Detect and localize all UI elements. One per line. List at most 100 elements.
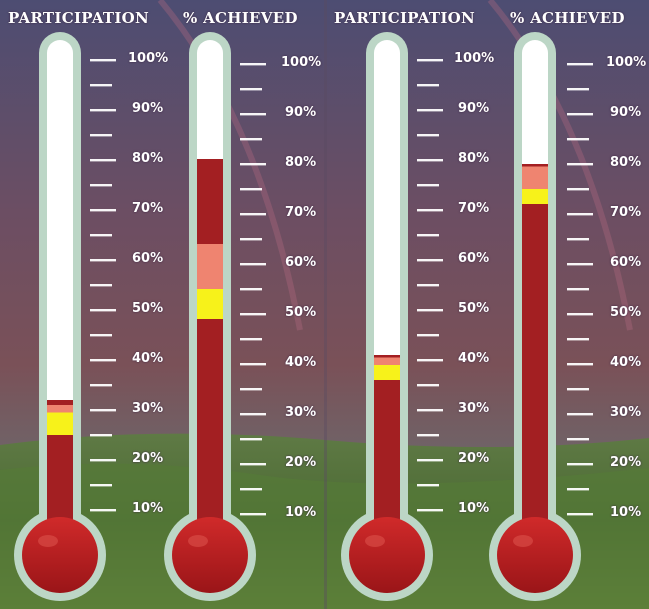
panel-1-tick-label-80: 80%	[132, 151, 164, 166]
panel-3-tick-55	[417, 284, 439, 287]
panel-1-tick-70	[90, 209, 116, 212]
panel-4-tick-label-80: 80%	[610, 155, 642, 170]
panel-3-tick-60	[417, 259, 443, 262]
panel-3-tick-50	[417, 309, 443, 312]
panel-4-tick-70	[567, 213, 593, 216]
panel-3-fill-yellow	[374, 365, 400, 380]
panel-4-tick-label-20: 20%	[610, 455, 642, 470]
panel-3-tick-label-100: 100%	[454, 51, 495, 66]
panel-4-tick-label-70: 70%	[610, 205, 642, 220]
panel-1-fill-top	[47, 400, 73, 405]
panel-1-bulb-highlight	[38, 535, 58, 547]
panel-4-fill-bar	[522, 204, 548, 555]
panel-2-tick-15	[240, 488, 262, 491]
panel-3-tick-25	[417, 434, 439, 437]
panel-2-title: % ACHIEVED	[183, 9, 298, 27]
panel-1-tick-label-70: 70%	[132, 201, 164, 216]
panel-4-tick-10	[567, 513, 593, 516]
panel-1-tick-65	[90, 234, 112, 237]
panel-3-tick-65	[417, 234, 439, 237]
panel-1-tick-95	[90, 84, 112, 87]
panel-2-tick-label-80: 80%	[285, 155, 317, 170]
panel-1-tick-label-10: 10%	[132, 501, 164, 516]
panel-2-tick-80	[240, 163, 266, 166]
panel-4-tick-label-50: 50%	[610, 305, 642, 320]
panel-2-tick-35	[240, 388, 262, 391]
panel-1-tick-55	[90, 284, 112, 287]
panel-1-tick-90	[90, 109, 116, 112]
panel-4-tick-100	[567, 63, 593, 66]
panel-4-tick-35	[567, 388, 589, 391]
panel-2-tick-label-90: 90%	[285, 105, 317, 120]
panel-3-tick-100	[417, 59, 443, 62]
panel-1-tick-label-20: 20%	[132, 451, 164, 466]
panel-3-bulb-highlight	[365, 535, 385, 547]
panel-1-tick-80	[90, 159, 116, 162]
panel-2-tick-70	[240, 213, 266, 216]
panel-4-tick-50	[567, 313, 593, 316]
panel-3-tick-label-60: 60%	[458, 251, 490, 266]
panel-3-tick-90	[417, 109, 443, 112]
panel-1-tick-60	[90, 259, 116, 262]
panel-3-tick-label-80: 80%	[458, 151, 490, 166]
panel-4-tick-15	[567, 488, 589, 491]
panel-3-tick-30	[417, 409, 443, 412]
panel-3-tick-label-50: 50%	[458, 301, 490, 316]
panel-2-tick-95	[240, 88, 262, 91]
panel-4-bulb-highlight	[513, 535, 533, 547]
panel-3-tick-10	[417, 509, 443, 512]
panel-4-tick-85	[567, 138, 589, 141]
panel-2-tick-label-10: 10%	[285, 505, 317, 520]
panel-3-title: PARTICIPATION	[334, 9, 476, 27]
panel-2-tick-30	[240, 413, 266, 416]
panel-2-tick-40	[240, 363, 266, 366]
panel-3-tick-95	[417, 84, 439, 87]
panel-1-tick-label-50: 50%	[132, 301, 164, 316]
panel-4-tick-75	[567, 188, 589, 191]
panel-3-tick-45	[417, 334, 439, 337]
panel-2-tick-45	[240, 338, 262, 341]
panel-2-fill-top	[197, 159, 223, 244]
panel-1-tick-25	[90, 434, 112, 437]
panel-1-tick-label-30: 30%	[132, 401, 164, 416]
panel-4-fill-top	[522, 164, 548, 167]
panel-3-tick-label-40: 40%	[458, 351, 490, 366]
panel-4-tick-65	[567, 238, 589, 241]
panel-1-tick-75	[90, 184, 112, 187]
panel-2-fill-yellow	[197, 289, 223, 319]
panel-2-fill-bar	[197, 319, 223, 555]
panel-2-tick-label-70: 70%	[285, 205, 317, 220]
panel-3-tick-label-10: 10%	[458, 501, 490, 516]
panel-4-tick-60	[567, 263, 593, 266]
panel-1-tick-45	[90, 334, 112, 337]
panel-2-tick-75	[240, 188, 262, 191]
panel-2-tick-25	[240, 438, 262, 441]
panel-3-tick-75	[417, 184, 439, 187]
panel-4-tick-label-30: 30%	[610, 405, 642, 420]
panel-2-fill-salmon	[197, 244, 223, 289]
panel-4-fill-yellow	[522, 189, 548, 204]
panel-4-tick-30	[567, 413, 593, 416]
panel-4-tick-55	[567, 288, 589, 291]
panel-4-tick-25	[567, 438, 589, 441]
panel-4-tick-95	[567, 88, 589, 91]
panel-1-tick-10	[90, 509, 116, 512]
panel-1-tick-35	[90, 384, 112, 387]
panel-3-tick-label-70: 70%	[458, 201, 490, 216]
panel-1-tick-85	[90, 134, 112, 137]
panel-2-tick-label-40: 40%	[285, 355, 317, 370]
panel-2-tick-50	[240, 313, 266, 316]
panel-2-tick-90	[240, 113, 266, 116]
panel-4-title: % ACHIEVED	[510, 9, 625, 27]
panel-1-title: PARTICIPATION	[8, 9, 150, 27]
panel-2-tick-85	[240, 138, 262, 141]
panel-3-tick-70	[417, 209, 443, 212]
panel-3-fill-top	[374, 355, 400, 358]
panel-3-tick-40	[417, 359, 443, 362]
panel-3-fill-salmon	[374, 357, 400, 365]
panel-4-tick-90	[567, 113, 593, 116]
panel-1-tick-50	[90, 309, 116, 312]
panel-4-tick-label-40: 40%	[610, 355, 642, 370]
